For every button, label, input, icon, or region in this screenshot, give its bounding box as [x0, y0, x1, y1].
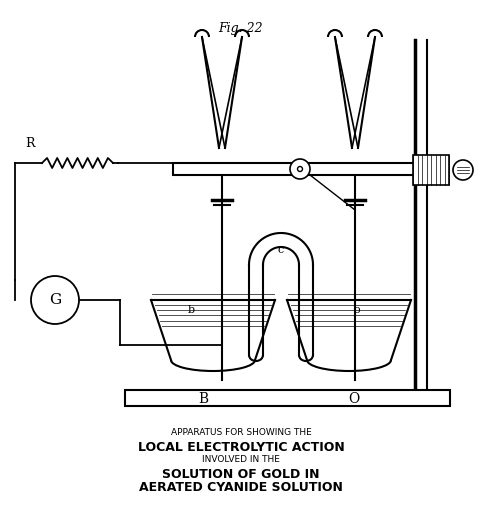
- Bar: [173, 163, 415, 175]
- Text: INVOLVED IN THE: INVOLVED IN THE: [202, 455, 280, 464]
- Text: R: R: [25, 137, 35, 150]
- Text: B: B: [198, 392, 208, 406]
- Circle shape: [453, 160, 473, 180]
- Text: SOLUTION OF GOLD IN: SOLUTION OF GOLD IN: [162, 468, 320, 481]
- Text: AERATED CYANIDE SOLUTION: AERATED CYANIDE SOLUTION: [139, 481, 343, 494]
- Text: o: o: [354, 305, 360, 315]
- Circle shape: [31, 276, 79, 324]
- Text: LOCAL ELECTROLYTIC ACTION: LOCAL ELECTROLYTIC ACTION: [138, 441, 344, 454]
- Text: c: c: [278, 245, 284, 255]
- Text: O: O: [348, 392, 360, 406]
- Text: G: G: [49, 293, 61, 307]
- Circle shape: [290, 159, 310, 179]
- Bar: [125, 390, 450, 406]
- Circle shape: [298, 166, 302, 171]
- Text: APPARATUS FOR SHOWING THE: APPARATUS FOR SHOWING THE: [170, 428, 312, 437]
- Text: Fig. 22: Fig. 22: [219, 22, 263, 35]
- Text: b: b: [187, 305, 195, 315]
- Bar: [413, 155, 449, 185]
